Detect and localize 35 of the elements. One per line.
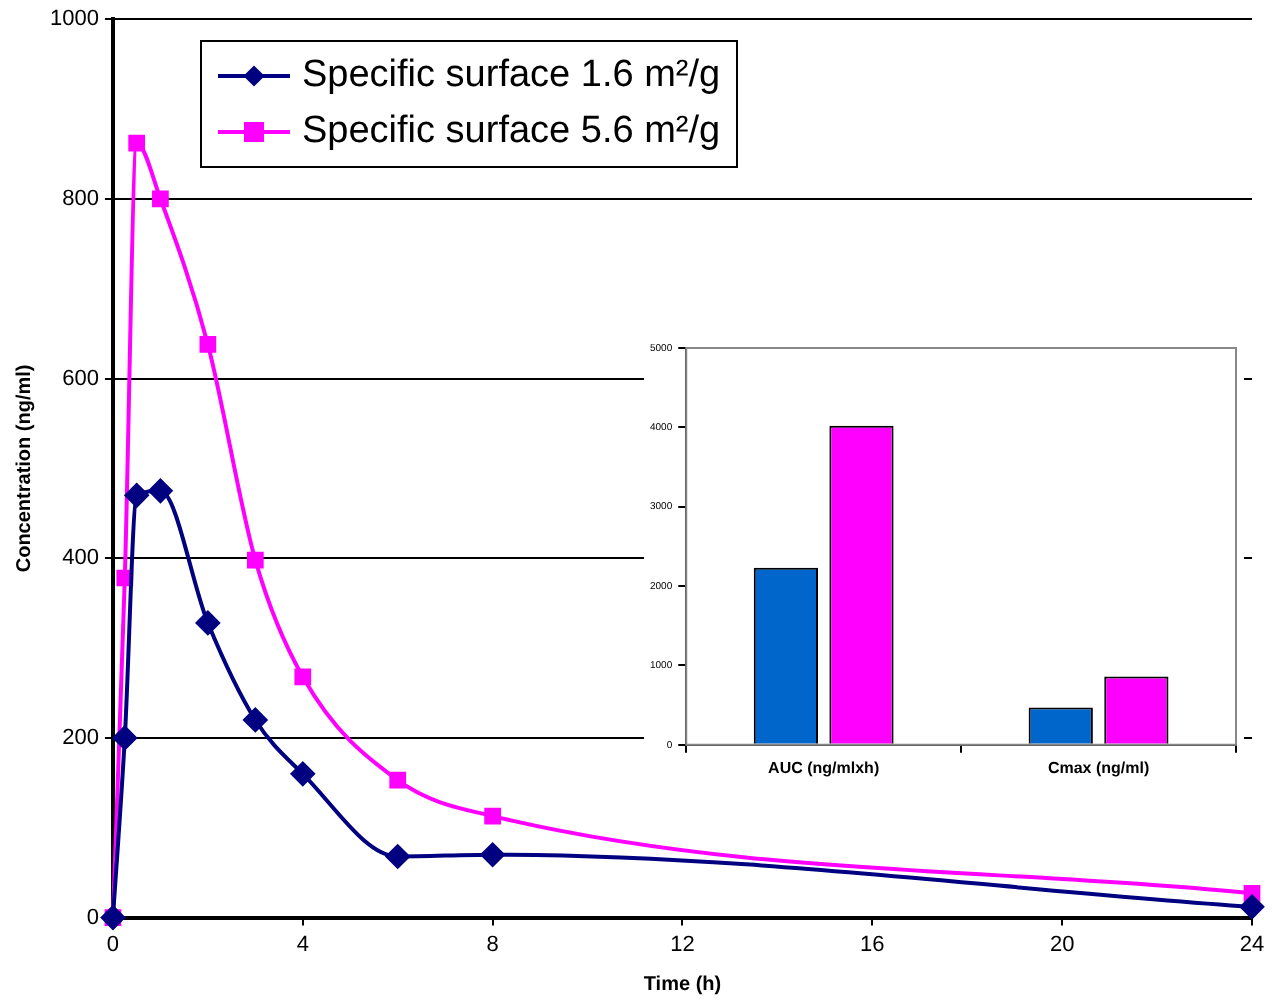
point <box>124 483 149 508</box>
point <box>128 134 146 152</box>
point <box>385 844 410 869</box>
x-tick-label: Cmax (ng/ml) <box>1047 758 1150 777</box>
x-tick-label: 8 <box>486 932 499 957</box>
legend-label: Specific surface 5.6 m²/g <box>302 108 721 156</box>
point <box>243 707 268 732</box>
point <box>484 807 501 825</box>
x-tick-label: 24 <box>1239 932 1265 957</box>
y-axis-title: Concentration (ng/ml) <box>13 364 36 573</box>
y-tick-label: 600 <box>62 366 99 391</box>
x-tick-label: 4 <box>296 932 309 957</box>
x-tick-label: 16 <box>860 932 885 957</box>
point <box>148 478 173 503</box>
y-tick-label: 400 <box>62 546 99 571</box>
x-axis-title: Time (h) <box>643 973 722 996</box>
point <box>389 771 407 789</box>
point <box>199 336 217 353</box>
y-tick-label: 1000 <box>49 7 99 32</box>
x-tick-label: AUC (ng/mlxh) <box>768 758 880 777</box>
x-tick-label: 12 <box>670 932 695 957</box>
point <box>1240 894 1264 919</box>
point <box>480 842 505 867</box>
legend-label: Specific surface 1.6 m²/g <box>302 52 721 100</box>
point <box>246 551 264 569</box>
point <box>294 668 312 686</box>
point <box>112 725 137 750</box>
x-tick-label: 0 <box>106 932 120 957</box>
point <box>152 190 169 208</box>
point <box>195 610 220 635</box>
point <box>290 761 315 786</box>
y-tick-label: 200 <box>62 725 99 750</box>
x-tick-label: 20 <box>1049 932 1075 957</box>
y-tick-label: 800 <box>62 186 99 211</box>
y-tick-label: 0 <box>86 905 99 930</box>
